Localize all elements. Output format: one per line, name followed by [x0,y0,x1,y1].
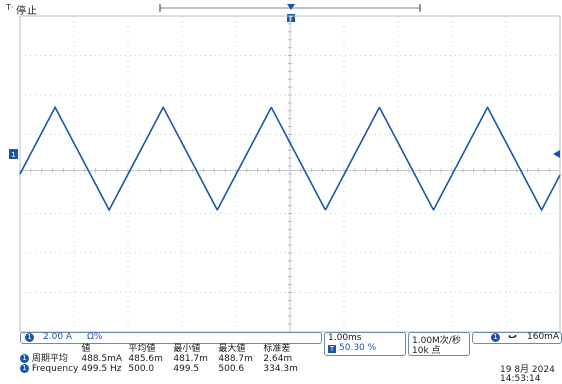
date-label: 19 8月 2024 [500,365,555,375]
measurement-header-row: 値 平均値 最小値 最大値 标准差 [20,344,310,354]
measurement-2-mean: 500.0 [128,364,155,374]
sample-rate: 1.00M次/秒 [412,336,461,346]
waveform-display[interactable]: T 1 [0,0,562,340]
measurement-2-value: 499.5 Hz [81,364,122,374]
trigger-readout[interactable]: 1 ٮ 160mA [472,331,562,344]
graticule[interactable]: T 1 [0,0,562,340]
measurement-2-badge: 1 [20,364,29,373]
record-length: 10k 点 [412,346,441,356]
trigger-status-icon: T· [6,3,14,12]
header-max: 最大値 [218,344,246,354]
measurement-1-label: 周期平均 [31,354,68,364]
acquisition-readout[interactable]: 1.00M次/秒 10k 点 [408,332,470,356]
svg-text:1: 1 [11,151,15,159]
channel-1-readout[interactable]: 1 2.00 A Ω% [20,332,322,344]
channel-1-ground-marker[interactable]: 1 [9,149,18,159]
channel-1-coupling: Ω% [87,332,103,342]
measurement-1-badge: 1 [20,354,29,363]
measurement-1-stddev: 2.64m [263,354,293,364]
trigger-level-marker[interactable] [553,150,560,158]
measurement-row[interactable]: 1 Frequency 499.5 Hz 500.0 499.5 500.6 3… [20,364,310,374]
channel-1-badge: 1 [25,333,34,342]
channel-1-scale: 2.00 A [43,332,73,342]
measurement-row[interactable]: 1 周期平均 488.5mA 485.6m 481.7m 488.7m 2.64… [20,354,310,364]
measurement-1-min: 481.7m [173,354,208,364]
header-value: 値 [81,344,91,354]
header-min: 最小値 [173,344,201,354]
timebase-value: 1.00ms [328,333,362,343]
grid-lines [19,15,561,333]
measurement-1-mean: 485.6m [128,354,163,364]
trigger-position-marker[interactable]: T [287,4,295,23]
measurement-2-stddev: 334.3m [263,364,298,374]
measurement-table[interactable]: 値 平均値 最小値 最大値 标准差 1 周期平均 488.5mA 485.6m … [20,344,310,374]
trigger-level: 160mA [527,332,560,342]
header-stddev: 标准差 [263,344,291,354]
measurement-2-label: Frequency [31,364,79,374]
horizontal-readout[interactable]: 1.00ms T 50.30 % [324,332,406,356]
measurement-1-max: 488.7m [218,354,253,364]
info-panel: 1 2.00 A Ω% 値 平均値 最小値 最大値 标准差 1 周期平均 488… [0,331,562,384]
falling-edge-icon: ٮ [508,331,518,341]
trigger-position-small-icon: T [328,345,336,353]
channel-1-trace [19,105,561,212]
measurement-1-value: 488.5mA [81,354,123,364]
header-mean: 平均値 [128,344,156,354]
datetime: 19 8月 2024 14:53:14 [500,366,560,384]
measurement-2-min: 499.5 [173,364,200,374]
trigger-channel-badge: 1 [491,333,500,342]
status-bar: T· 停止 [0,0,562,17]
run-state-label[interactable]: 停止 [16,6,38,17]
time-label: 14:53:14 [500,374,541,384]
horizontal-position: 50.30 % [339,343,377,353]
svg-text:T: T [288,16,293,23]
measurement-2-max: 500.6 [218,364,245,374]
